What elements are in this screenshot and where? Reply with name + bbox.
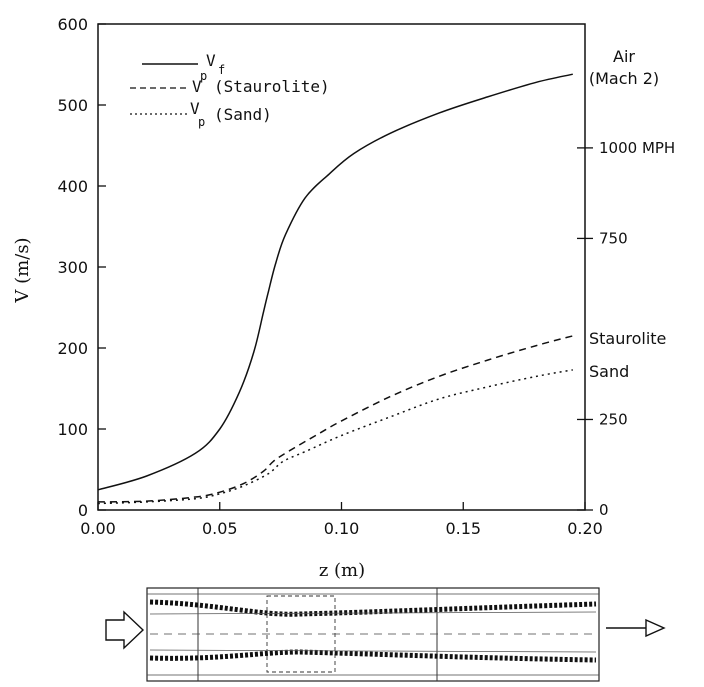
x-tick-label: 0.05 — [202, 519, 238, 538]
inlet-arrow-icon — [105, 610, 145, 650]
right-tick-label: 250 — [599, 410, 628, 428]
y-tick-label: 100 — [57, 420, 88, 439]
right-tick-label: 1000 MPH — [599, 139, 675, 157]
nozzle-outline — [146, 587, 600, 682]
annotation-mach: (Mach 2) — [589, 69, 659, 88]
y-tick-label: 0 — [78, 501, 88, 520]
y-tick-label: 500 — [57, 96, 88, 115]
series-line-2 — [97, 369, 573, 505]
series-line-1 — [97, 335, 573, 503]
y-tick-label: 300 — [57, 258, 88, 277]
nozzle-inner-bottom — [149, 649, 597, 653]
annotation-staurolite: Staurolite — [589, 329, 666, 348]
legend-label-vf-sub: f — [218, 63, 225, 77]
annotation-air: Air — [613, 47, 635, 66]
right-tick-label: 750 — [599, 229, 628, 247]
nozzle-inner-top — [149, 611, 597, 615]
legend: V f V p (Staurolite) V p (Sand) — [130, 51, 330, 129]
legend-label-staurolite: (Staurolite) — [214, 77, 330, 96]
y-tick-label: 600 — [57, 15, 88, 34]
x-axis-title: z (m) — [319, 560, 365, 581]
left-y-axis: 0 100 200 300 400 500 600 — [57, 15, 106, 520]
legend-label-sand-sub: p — [198, 115, 205, 129]
nozzle-diagram — [105, 587, 666, 682]
legend-label-staurolite-sup: p — [200, 69, 207, 83]
x-axis: 0.00 0.05 0.10 0.15 0.20 — [80, 502, 603, 538]
annotation-sand: Sand — [589, 362, 629, 381]
x-tick-label: 0.10 — [324, 519, 360, 538]
right-tick-label: 0 — [599, 501, 609, 519]
legend-label-vf: V — [206, 51, 216, 70]
y-tick-label: 400 — [57, 177, 88, 196]
legend-label-staurolite-v: V — [192, 77, 202, 96]
y-axis-title: V (m/s) — [12, 237, 33, 303]
legend-label-sand-v: V — [190, 99, 200, 118]
x-tick-label: 0.15 — [445, 519, 481, 538]
right-y-axis: 0 250 750 1000 MPH — [577, 139, 675, 519]
x-tick-label: 0.00 — [80, 519, 116, 538]
x-tick-label: 0.20 — [567, 519, 603, 538]
plot-frame — [97, 23, 586, 511]
y-tick-label: 200 — [57, 339, 88, 358]
legend-label-sand: (Sand) — [214, 105, 272, 124]
outlet-arrow-icon — [606, 618, 666, 638]
nozzle-lower-wall — [149, 649, 597, 663]
series-line-0 — [97, 73, 573, 491]
series-lines — [97, 73, 573, 505]
